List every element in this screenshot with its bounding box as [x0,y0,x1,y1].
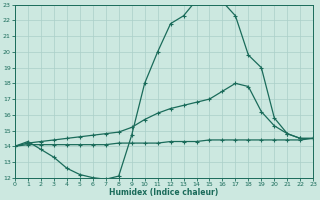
X-axis label: Humidex (Indice chaleur): Humidex (Indice chaleur) [109,188,219,197]
